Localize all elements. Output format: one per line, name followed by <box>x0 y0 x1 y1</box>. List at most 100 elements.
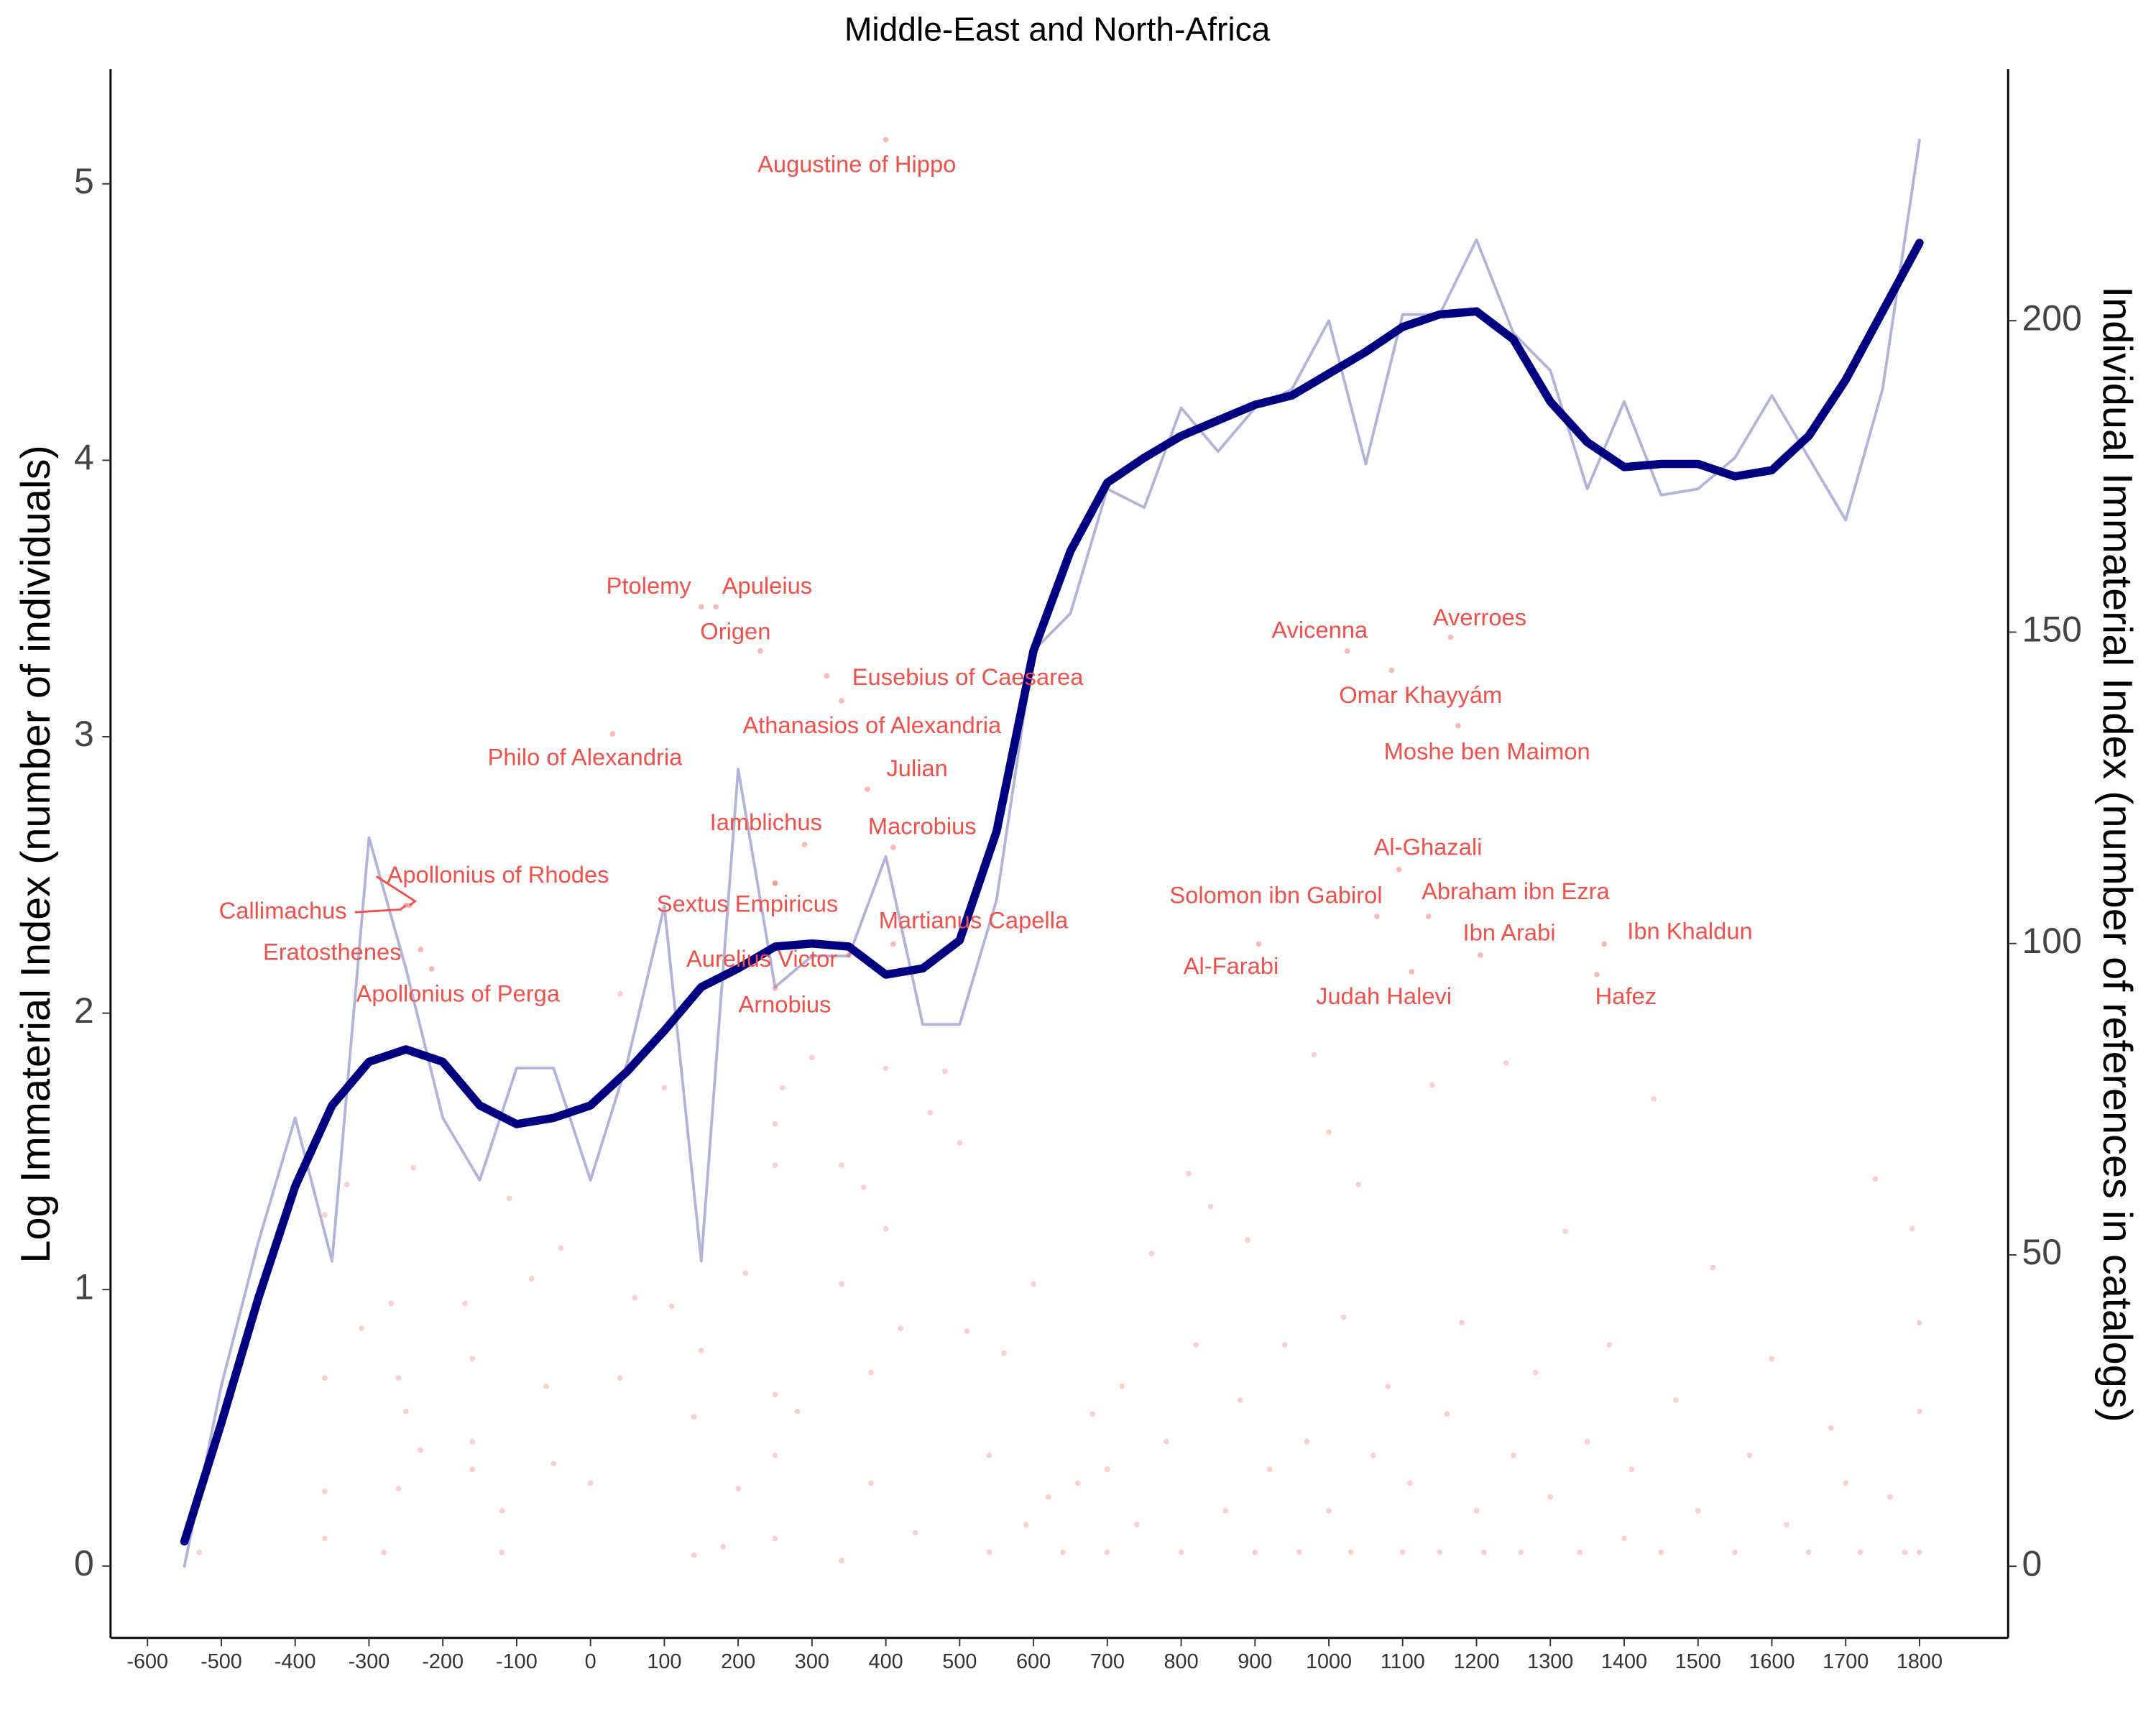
labeled-point <box>839 698 844 704</box>
point <box>1326 1129 1332 1135</box>
labeled-point <box>801 842 808 847</box>
point-label: Callimachus <box>219 897 347 924</box>
x-tick-label: -500 <box>201 1650 242 1673</box>
x-tick-label: 1600 <box>1749 1650 1795 1673</box>
labeled-point <box>418 947 424 952</box>
point <box>1207 1204 1214 1210</box>
point <box>632 1294 638 1301</box>
x-tick-label: 1400 <box>1601 1650 1647 1673</box>
x-tick-label: 800 <box>1164 1650 1199 1673</box>
labeled-point <box>1425 914 1432 919</box>
point <box>1459 1320 1465 1326</box>
point <box>344 1182 350 1187</box>
point-label: Origen <box>700 617 770 644</box>
point <box>1060 1549 1067 1555</box>
point <box>1857 1549 1864 1555</box>
x-tick-label: 1500 <box>1675 1650 1721 1673</box>
point-label: Sextus Empiricus <box>657 890 838 916</box>
x-tick-label: 400 <box>869 1650 903 1673</box>
leader-line <box>354 904 407 914</box>
point <box>691 1414 697 1420</box>
point <box>1281 1342 1288 1348</box>
point <box>1104 1466 1110 1473</box>
point <box>381 1549 387 1555</box>
point <box>1828 1425 1834 1431</box>
labeled-point <box>757 648 763 654</box>
point <box>927 1110 934 1116</box>
point <box>1902 1549 1908 1555</box>
point <box>839 1281 844 1287</box>
point <box>1348 1549 1354 1555</box>
labeled-point <box>1447 634 1454 640</box>
point-label: Solomon ibn Gabirol <box>1169 882 1382 908</box>
point <box>587 1480 594 1486</box>
point <box>1185 1170 1192 1177</box>
y-tick-label: 5 <box>74 161 94 201</box>
point <box>359 1325 365 1331</box>
point-label: Judah Halevi <box>1316 983 1452 1009</box>
labeled-point <box>713 604 719 610</box>
point <box>1710 1264 1716 1271</box>
point <box>964 1328 970 1334</box>
point <box>986 1453 992 1458</box>
point <box>883 1225 889 1232</box>
labeled-point <box>1396 866 1402 873</box>
labeled-point <box>824 673 830 679</box>
point <box>1843 1480 1849 1486</box>
point <box>1370 1453 1376 1458</box>
point <box>1746 1453 1753 1458</box>
point <box>1311 1052 1317 1058</box>
point <box>1562 1228 1568 1235</box>
point <box>1074 1480 1081 1486</box>
point-label: Omar Khayyám <box>1339 681 1502 708</box>
point <box>809 1054 815 1060</box>
point <box>1340 1314 1347 1320</box>
point <box>742 1270 749 1276</box>
labeled-point <box>1409 969 1414 975</box>
y-tick-label: 4 <box>74 438 94 478</box>
point <box>868 1480 874 1486</box>
point <box>1001 1350 1007 1356</box>
point <box>1651 1096 1657 1102</box>
point <box>469 1356 476 1362</box>
x-tick-label: -400 <box>275 1650 316 1673</box>
point <box>1222 1508 1229 1514</box>
point-label: Avicenna <box>1271 616 1368 643</box>
point <box>550 1460 557 1467</box>
y2-tick-label: 200 <box>2022 298 2081 338</box>
point <box>1547 1494 1554 1500</box>
labeled-point <box>1344 648 1350 654</box>
point-label: Moshe ben Maimon <box>1384 738 1590 765</box>
point <box>1518 1549 1524 1555</box>
point <box>321 1489 328 1494</box>
point <box>469 1438 476 1445</box>
labeled-point <box>890 941 896 947</box>
point <box>772 1121 778 1127</box>
point <box>1148 1251 1155 1257</box>
point <box>1031 1281 1036 1287</box>
point <box>528 1276 535 1282</box>
point <box>410 1165 416 1171</box>
point <box>698 1348 704 1353</box>
point <box>772 1162 778 1168</box>
point <box>196 1549 202 1555</box>
point <box>691 1552 697 1558</box>
point <box>1917 1320 1922 1326</box>
raw-line <box>183 139 1921 1568</box>
labeled-point <box>883 137 889 143</box>
x-tick-label: 1300 <box>1527 1650 1573 1673</box>
point <box>388 1300 395 1307</box>
point <box>1577 1549 1583 1555</box>
y2-tick-label: 100 <box>2022 921 2081 961</box>
labeled-point <box>846 952 852 958</box>
y-tick-label: 3 <box>74 714 94 754</box>
x-tick-label: 600 <box>1016 1650 1051 1673</box>
x-tick-label: -100 <box>496 1650 538 1673</box>
point <box>402 1408 409 1414</box>
point <box>1769 1356 1775 1362</box>
point <box>720 1544 727 1550</box>
x-tick-label: 500 <box>942 1650 977 1673</box>
point <box>1023 1522 1029 1527</box>
point <box>1532 1369 1539 1376</box>
